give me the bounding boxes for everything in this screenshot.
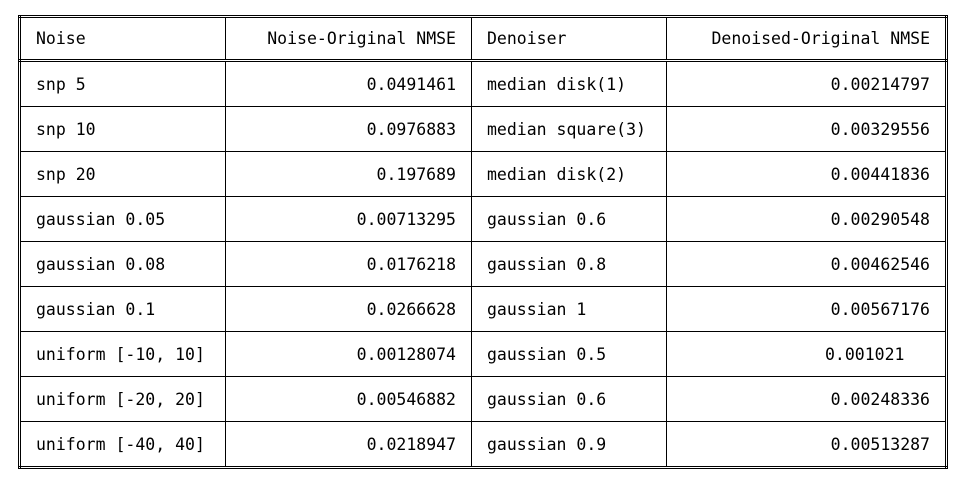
cell-noise: snp 20: [18, 151, 226, 197]
cell-noise-nmse: 0.0176218: [225, 241, 472, 287]
table-row: uniform [-10, 10] 0.00128074 gaussian 0.…: [18, 331, 948, 377]
cell-denoiser: gaussian 0.6: [471, 196, 667, 242]
cell-denoised-nmse: 0.00290548: [666, 196, 948, 242]
cell-denoiser: gaussian 0.5: [471, 331, 667, 377]
table-row: uniform [-40, 40] 0.0218947 gaussian 0.9…: [18, 421, 948, 469]
cell-noise: uniform [-10, 10]: [18, 331, 226, 377]
cell-denoised-nmse: 0.001021: [666, 331, 948, 377]
cell-denoiser: gaussian 0.9: [471, 421, 667, 469]
cell-noise: snp 5: [18, 60, 226, 107]
cell-noise-nmse: 0.0976883: [225, 106, 472, 152]
header-noise-original-nmse: Noise-Original NMSE: [225, 15, 472, 62]
table-row: snp 10 0.0976883 median square(3) 0.0032…: [18, 106, 948, 152]
header-denoiser: Denoiser: [471, 15, 667, 62]
cell-noise-nmse: 0.0266628: [225, 286, 472, 332]
cell-noise: uniform [-20, 20]: [18, 376, 226, 422]
cell-noise-nmse: 0.197689: [225, 151, 472, 197]
cell-noise: gaussian 0.08: [18, 241, 226, 287]
cell-denoiser: gaussian 0.6: [471, 376, 667, 422]
cell-denoiser: gaussian 0.8: [471, 241, 667, 287]
cell-noise-nmse: 0.0491461: [225, 60, 472, 107]
table-row: gaussian 0.08 0.0176218 gaussian 0.8 0.0…: [18, 241, 948, 287]
cell-denoiser: median disk(2): [471, 151, 667, 197]
table-row: uniform [-20, 20] 0.00546882 gaussian 0.…: [18, 376, 948, 422]
cell-noise: gaussian 0.1: [18, 286, 226, 332]
cell-noise: gaussian 0.05: [18, 196, 226, 242]
header-noise: Noise: [18, 15, 226, 62]
cell-denoised-nmse: 0.00462546: [666, 241, 948, 287]
cell-denoised-nmse: 0.00329556: [666, 106, 948, 152]
table-row: snp 20 0.197689 median disk(2) 0.0044183…: [18, 151, 948, 197]
cell-denoised-nmse: 0.00441836: [666, 151, 948, 197]
cell-noise-nmse: 0.00546882: [225, 376, 472, 422]
cell-denoiser: gaussian 1: [471, 286, 667, 332]
cell-denoised-nmse: 0.00248336: [666, 376, 948, 422]
header-denoised-original-nmse: Denoised-Original NMSE: [666, 15, 948, 62]
cell-denoiser: median square(3): [471, 106, 667, 152]
cell-denoised-nmse: 0.00567176: [666, 286, 948, 332]
nmse-table-container: Noise Noise-Original NMSE Denoiser Denoi…: [18, 15, 948, 469]
cell-denoised-nmse: 0.00214797: [666, 60, 948, 107]
cell-noise-nmse: 0.00128074: [225, 331, 472, 377]
cell-noise: snp 10: [18, 106, 226, 152]
table-row: gaussian 0.1 0.0266628 gaussian 1 0.0056…: [18, 286, 948, 332]
cell-noise-nmse: 0.0218947: [225, 421, 472, 469]
cell-denoised-nmse: 0.00513287: [666, 421, 948, 469]
cell-denoiser: median disk(1): [471, 60, 667, 107]
nmse-table: Noise Noise-Original NMSE Denoiser Denoi…: [18, 15, 948, 469]
cell-noise-nmse: 0.00713295: [225, 196, 472, 242]
table-header-row: Noise Noise-Original NMSE Denoiser Denoi…: [18, 15, 948, 62]
cell-noise: uniform [-40, 40]: [18, 421, 226, 469]
table-row: snp 5 0.0491461 median disk(1) 0.0021479…: [18, 60, 948, 107]
table-row: gaussian 0.05 0.00713295 gaussian 0.6 0.…: [18, 196, 948, 242]
